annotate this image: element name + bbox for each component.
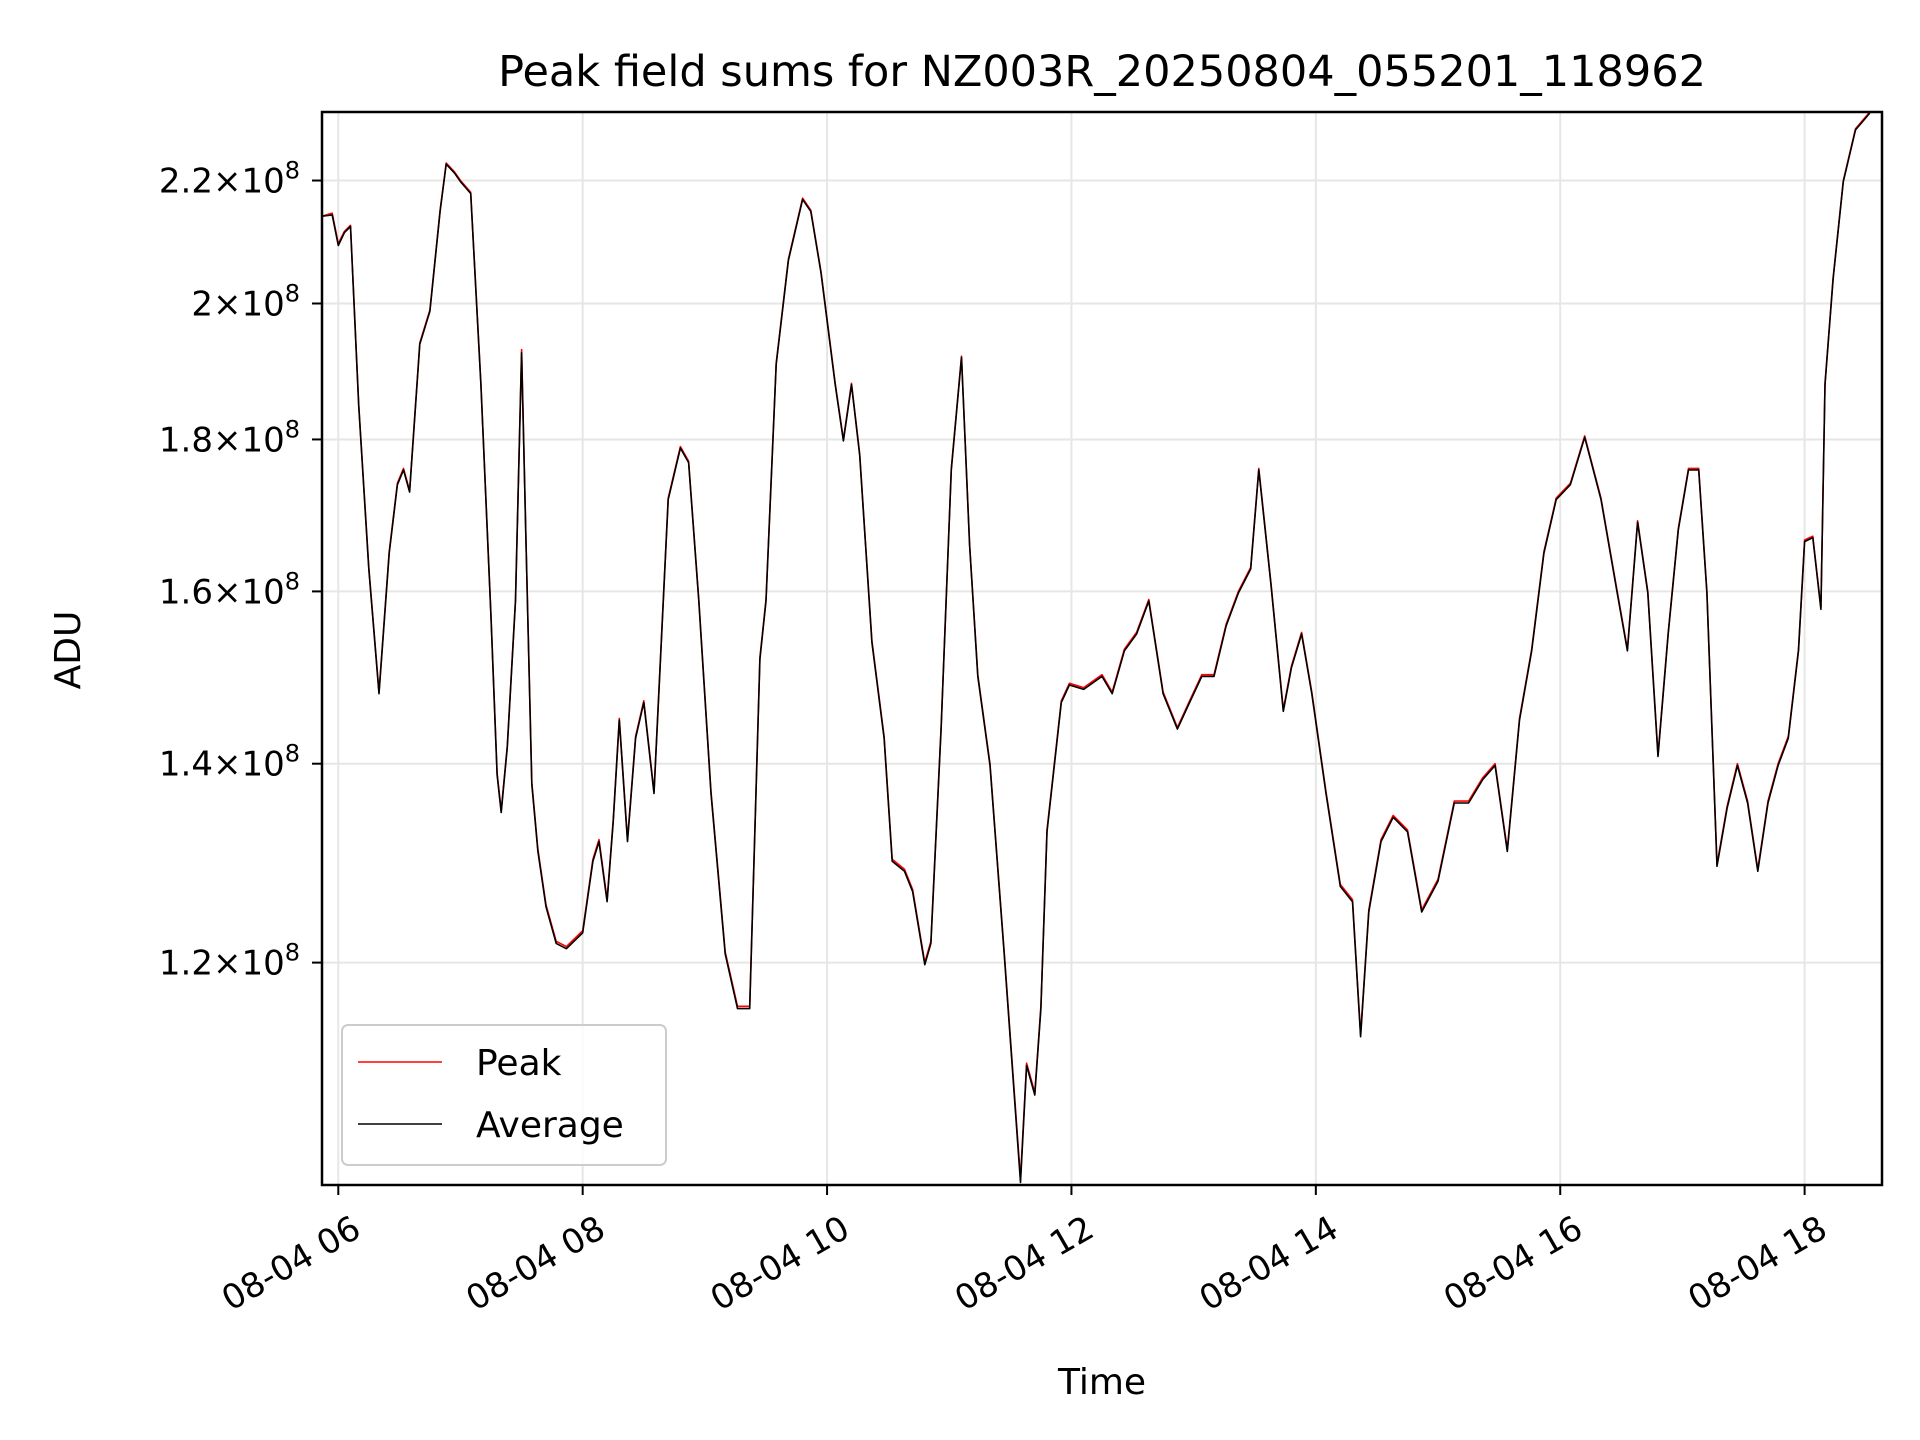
y-tick-mantissa: 1.2 (159, 944, 213, 984)
y-tick-mantissa: 2.2 (159, 162, 213, 202)
y-tick-label: 1.6×108 (159, 567, 300, 612)
y-tick-times: ×10 (213, 285, 285, 325)
y-tick-times: ×10 (213, 162, 285, 202)
x-tick-label: 08-04 14 (1193, 1208, 1345, 1319)
y-tick-times: ×10 (213, 420, 285, 460)
legend-label-average: Average (476, 1105, 624, 1146)
series-layer (322, 112, 1871, 1184)
series-line-peak (322, 112, 1871, 1180)
grid (322, 112, 1882, 1185)
legend: Peak Average (341, 1024, 667, 1166)
legend-box (341, 1024, 667, 1166)
y-tick-exponent: 8 (285, 280, 300, 308)
y-tick-label: 1.8×108 (159, 415, 300, 460)
y-tick-times: ×10 (213, 572, 285, 612)
y-axis-label: ADU (48, 611, 89, 690)
y-tick-times: ×10 (213, 944, 285, 984)
chart-title: Peak field sums for NZ003R_20250804_0552… (498, 47, 1706, 97)
x-tick-label: 08-04 08 (460, 1208, 612, 1319)
y-tick-label: 2.2×108 (159, 157, 300, 202)
y-tick-exponent: 8 (285, 157, 300, 185)
y-tick-exponent: 8 (285, 415, 300, 443)
y-tick-exponent: 8 (285, 567, 300, 595)
x-axis-label: Time (1057, 1362, 1146, 1403)
y-tick-label: 1.4×108 (159, 740, 300, 785)
x-tick-label: 08-04 06 (215, 1208, 367, 1319)
legend-label-peak: Peak (476, 1043, 562, 1084)
y-tick-label: 2×108 (191, 280, 300, 325)
y-tick-mantissa: 1.8 (159, 420, 213, 460)
y-tick-times: ×10 (213, 745, 285, 785)
y-tick-mantissa: 2 (191, 285, 213, 325)
x-tick-label: 08-04 18 (1681, 1208, 1833, 1319)
x-tick-label: 08-04 12 (948, 1208, 1100, 1319)
y-tick-mantissa: 1.6 (159, 572, 213, 612)
plot-frame (320, 110, 1884, 1187)
x-tick-label: 08-04 16 (1437, 1208, 1589, 1319)
x-axis: 08-04 06 08-04 08 08-04 10 08-04 12 08-04 14… (215, 1185, 1834, 1319)
y-tick-exponent: 8 (285, 740, 300, 768)
x-tick-label: 08-04 10 (704, 1208, 856, 1319)
y-tick-label: 1.2×108 (159, 939, 300, 984)
y-tick-exponent: 8 (285, 939, 300, 967)
series-line-average (322, 112, 1871, 1184)
y-tick-mantissa: 1.4 (159, 745, 213, 785)
